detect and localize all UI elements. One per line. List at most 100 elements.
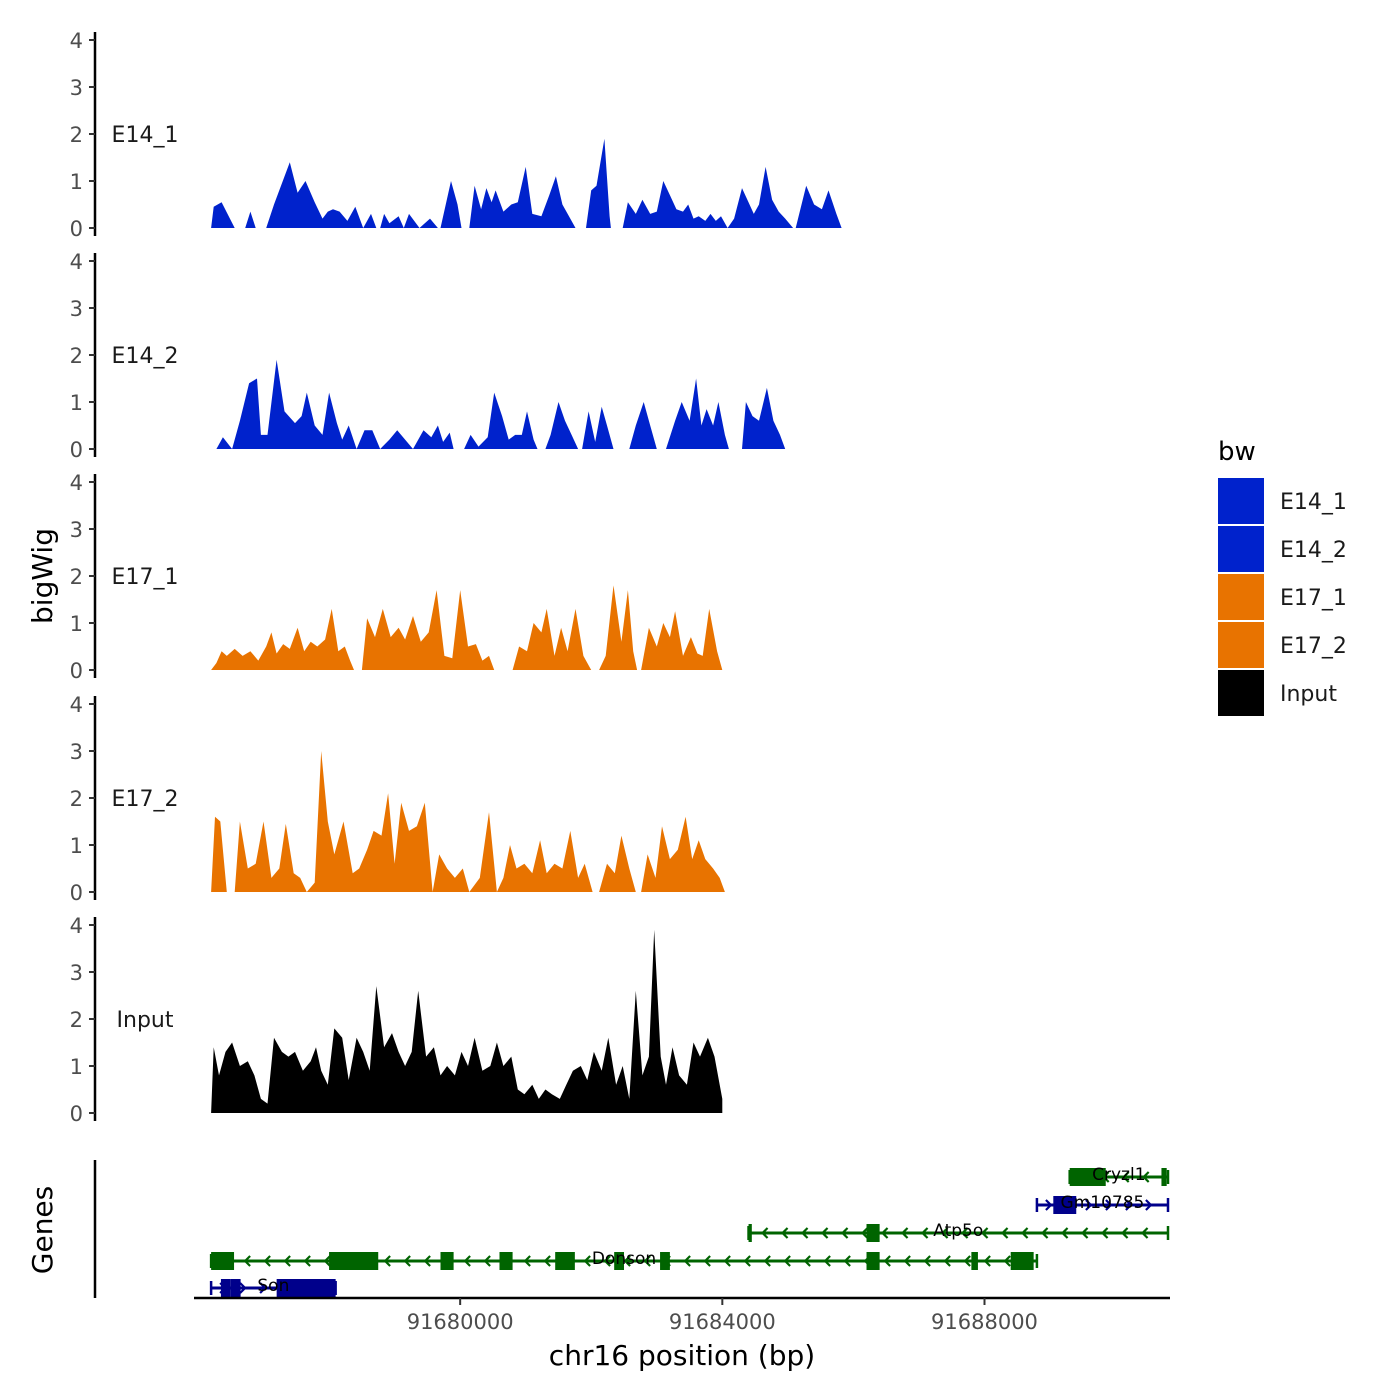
strand-arrow (1120, 1227, 1129, 1239)
y-tick-label: 1 (70, 834, 83, 858)
gene-exon (971, 1252, 978, 1270)
gene-Son: Son (209, 1276, 337, 1297)
strand-arrow (603, 1255, 611, 1267)
legend-swatch-E14_2 (1218, 526, 1264, 572)
strand-arrow (1085, 1199, 1093, 1211)
legend-swatch-E17_1 (1218, 574, 1264, 620)
coverage-area-Input (211, 929, 723, 1113)
gene-exon (440, 1252, 454, 1270)
y-axis-title: bigWig (26, 528, 59, 624)
track-E17_2: 0 1 2 3 4 E17_2 (70, 693, 725, 905)
strand-arrow (760, 1227, 769, 1239)
strand-arrow (703, 1255, 711, 1267)
gene-label-Son: Son (257, 1276, 289, 1296)
track-label-E14_1: E14_1 (112, 123, 179, 148)
y-tick-label: 2 (70, 565, 83, 589)
y-tick-label: 0 (70, 217, 83, 241)
strand-arrow (583, 1255, 591, 1267)
y-tick-label: 2 (70, 344, 83, 368)
y-tick-label: 4 (70, 471, 83, 495)
strand-arrow (1105, 1199, 1113, 1211)
legend: bw E14_1 E14_2 E17_1 E17_2 Input (1218, 437, 1347, 716)
strand-arrow (943, 1255, 951, 1267)
strand-arrow (463, 1255, 471, 1267)
y-tick-label: 4 (70, 250, 83, 274)
gene-exon (220, 1279, 231, 1297)
gene-label-Gm10785: Gm10785 (1061, 1193, 1145, 1213)
gene-exon (866, 1224, 880, 1242)
strand-arrow (303, 1255, 311, 1267)
track-label-E17_2: E17_2 (112, 787, 179, 812)
strand-arrow (823, 1255, 831, 1267)
strand-arrow (623, 1255, 631, 1267)
strand-arrow (523, 1255, 531, 1267)
strand-arrow (840, 1227, 849, 1239)
coverage-area-E14_1 (211, 138, 842, 228)
strand-arrow (1125, 1199, 1133, 1211)
track-E17_1: 0 1 2 3 4 E17_1 (70, 471, 723, 683)
strand-arrow (1003, 1255, 1011, 1267)
gene-exon (748, 1224, 752, 1242)
strand-arrow (403, 1255, 411, 1267)
gene-Donson: Donson (209, 1249, 1039, 1270)
strand-arrow (1100, 1227, 1109, 1239)
legend-swatch-E14_1 (1218, 478, 1264, 524)
strand-arrow (1040, 1227, 1049, 1239)
gene-exon (1053, 1196, 1077, 1214)
strand-arrow (843, 1255, 851, 1267)
legend-label-E17_2: E17_2 (1280, 634, 1347, 659)
strand-arrow (883, 1255, 891, 1267)
y-tick-label: 3 (70, 518, 83, 542)
gene-exon (1069, 1168, 1106, 1186)
strand-arrow (1142, 1171, 1150, 1183)
gene-label-Atp5o: Atp5o (933, 1221, 983, 1241)
legend-title: bw (1218, 437, 1256, 467)
strand-arrow (483, 1255, 491, 1267)
y-tick-label: 0 (70, 1102, 83, 1126)
strand-arrow (323, 1255, 331, 1267)
strand-arrow (723, 1255, 731, 1267)
strand-arrow (903, 1255, 911, 1267)
y-tick-label: 0 (70, 881, 83, 905)
strand-arrow (1080, 1227, 1089, 1239)
strand-arrow (1045, 1199, 1053, 1211)
strand-arrow (800, 1227, 809, 1239)
x-tick-label: 91688000 (931, 1310, 1038, 1334)
y-tick-label: 1 (70, 170, 83, 194)
gene-annotation-track: Cryzl1 Gm10785 Atp5o Donson Son (93, 1160, 1170, 1298)
strand-arrow (1060, 1227, 1069, 1239)
gene-exon (230, 1279, 241, 1297)
strand-arrow (963, 1255, 971, 1267)
gene-Atp5o: Atp5o (747, 1221, 1170, 1242)
y-tick-label: 3 (70, 740, 83, 764)
legend-swatch-Input (1218, 670, 1264, 716)
strand-arrow (243, 1255, 251, 1267)
gene-Cryzl1: Cryzl1 (1068, 1165, 1170, 1186)
x-axis: 91680000 91684000 91688000 (194, 1296, 1170, 1334)
strand-arrow (423, 1255, 431, 1267)
strand-arrow (1020, 1227, 1029, 1239)
coverage-area-E14_2 (216, 359, 786, 449)
strand-arrow (383, 1255, 391, 1267)
strand-arrow (543, 1255, 551, 1267)
strand-arrow (783, 1255, 791, 1267)
gene-exon (614, 1252, 625, 1270)
strand-arrow (803, 1255, 811, 1267)
coverage-area-E17_1 (211, 585, 723, 670)
y-tick-label: 1 (70, 391, 83, 415)
gene-label-Cryzl1: Cryzl1 (1092, 1165, 1145, 1185)
gene-exon (660, 1252, 670, 1270)
strand-arrow (1140, 1227, 1149, 1239)
strand-arrow (239, 1282, 247, 1294)
y-tick-label: 3 (70, 76, 83, 100)
strand-arrow (940, 1227, 949, 1239)
y-tick-label: 4 (70, 914, 83, 938)
strand-arrow (1122, 1171, 1130, 1183)
strand-arrow (259, 1282, 267, 1294)
strand-arrow (1000, 1227, 1009, 1239)
strand-arrow (780, 1227, 789, 1239)
strand-arrow (743, 1255, 751, 1267)
y-tick-label: 1 (70, 612, 83, 636)
strand-arrow (880, 1227, 889, 1239)
gene-Gm10785: Gm10785 (1035, 1193, 1170, 1214)
